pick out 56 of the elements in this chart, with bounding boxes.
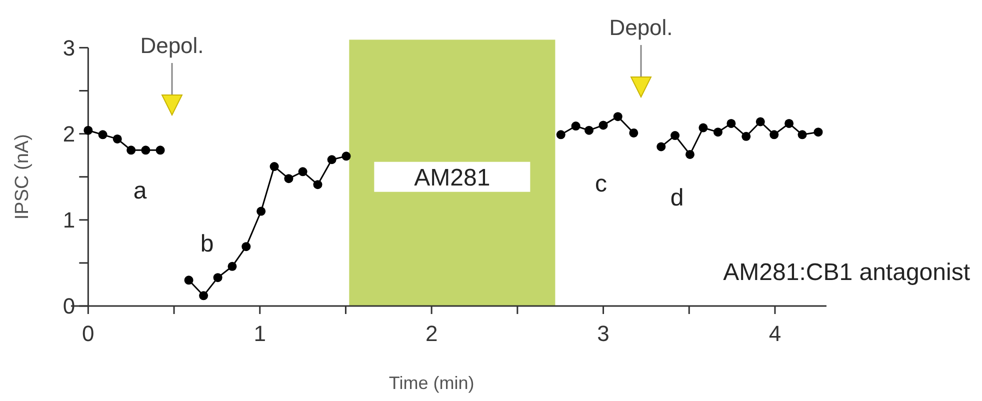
y-tick-label: 0	[62, 294, 76, 319]
point	[784, 118, 794, 128]
annotation: b	[200, 230, 214, 258]
y-tick-label: 2	[62, 122, 76, 146]
point	[814, 128, 823, 137]
point	[126, 146, 136, 155]
point	[685, 150, 694, 159]
annotation: a	[133, 177, 148, 204]
point	[213, 273, 222, 282]
point	[742, 132, 751, 141]
y-axis-title: IPSC (nA)	[12, 134, 33, 220]
point	[756, 117, 765, 126]
point	[284, 174, 294, 184]
point	[141, 146, 150, 155]
annotation: d	[670, 184, 684, 212]
point	[598, 120, 608, 130]
annotation: Depol.	[140, 33, 204, 58]
label-box: AM281	[374, 162, 530, 192]
point	[313, 180, 322, 190]
point	[656, 142, 666, 152]
x-axis-title: Time (min)	[388, 373, 474, 393]
x-tick-label: 2	[425, 321, 438, 346]
point	[584, 126, 594, 135]
point	[84, 126, 93, 135]
point	[327, 155, 336, 164]
x-tick-label: 4	[768, 321, 782, 346]
point	[342, 152, 351, 161]
point	[184, 276, 194, 285]
point	[156, 146, 165, 155]
annotation: c	[595, 170, 607, 198]
point	[571, 122, 580, 131]
point	[629, 128, 638, 138]
point	[726, 118, 736, 128]
annotation: AM281:CB1 antagonist	[723, 259, 970, 286]
point	[270, 162, 279, 172]
point	[98, 130, 108, 140]
point	[298, 167, 308, 176]
point	[670, 131, 680, 140]
point	[199, 291, 208, 300]
point	[256, 206, 266, 216]
x-tick-label: 0	[82, 321, 94, 346]
point	[556, 130, 566, 140]
point	[112, 134, 122, 144]
band-label: AM281	[414, 164, 490, 192]
y-tick-label: 1	[62, 208, 76, 233]
x-tick-label: 1	[254, 321, 266, 346]
point	[698, 123, 708, 132]
text: Depol.	[609, 15, 673, 40]
x-tick-label: 3	[597, 321, 610, 346]
point	[613, 112, 622, 122]
point	[770, 130, 779, 140]
point	[228, 262, 237, 271]
point	[242, 242, 251, 252]
point	[713, 128, 722, 137]
y-tick-label: 3	[62, 35, 76, 60]
point	[798, 130, 807, 140]
